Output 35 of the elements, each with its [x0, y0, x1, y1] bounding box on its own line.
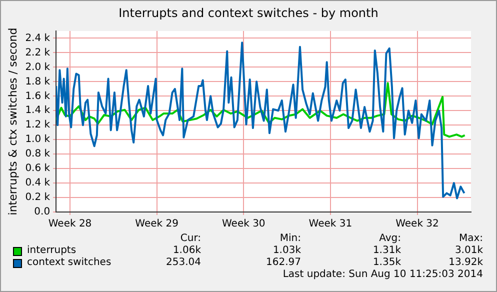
legend-label: interrupts	[27, 245, 76, 256]
text: 1.35k	[372, 257, 401, 268]
chart-title: Interrupts and context switches - by month	[118, 6, 380, 20]
y-tick-label: 2.4 k	[25, 32, 50, 44]
text: Cur:	[180, 233, 201, 244]
y-tick-label: 1.2 k	[25, 120, 50, 131]
legend-label: context switches	[27, 257, 112, 268]
text: Avg:	[379, 233, 401, 244]
x-tick-label: Week 28	[48, 218, 92, 230]
y-tick-label: 2.2 k	[25, 47, 50, 58]
text: 253.04	[166, 257, 201, 268]
y-tick-label: 0.4 k	[25, 178, 50, 189]
y-tick-label: 0.8 k	[25, 148, 50, 160]
text: 3.01k	[454, 245, 483, 256]
y-axis-title: interrupts & ctx switches / second	[6, 28, 20, 216]
y-tick-label: 1.8 k	[25, 76, 50, 88]
text: Min:	[280, 233, 301, 244]
x-tick-label: Week 29	[135, 218, 178, 230]
y-tick-label: 2.0 k	[25, 62, 50, 73]
x-tick-label: Week 30	[222, 218, 266, 230]
x-tick-label: Week 31	[308, 218, 352, 230]
text: 1.06k	[172, 245, 201, 256]
y-tick-label: 0.6 k	[25, 163, 50, 174]
y-tick-label: 0.0	[34, 206, 50, 218]
y-tick-label: 1.6 k	[25, 90, 50, 102]
x-tick-label: Week 32	[396, 218, 439, 230]
text: Max:	[458, 233, 483, 244]
text: 13.92k	[448, 257, 483, 268]
text: Last update: Sun Aug 10 11:25:03 2014	[282, 269, 483, 280]
y-tick-label: 1.0 k	[25, 134, 50, 146]
text: 162.97	[266, 257, 301, 268]
y-tick-label: 0.2 k	[25, 192, 50, 204]
text: 1.31k	[372, 245, 401, 256]
text: 1.03k	[272, 245, 301, 256]
y-tick-label: 1.4 k	[25, 105, 50, 116]
